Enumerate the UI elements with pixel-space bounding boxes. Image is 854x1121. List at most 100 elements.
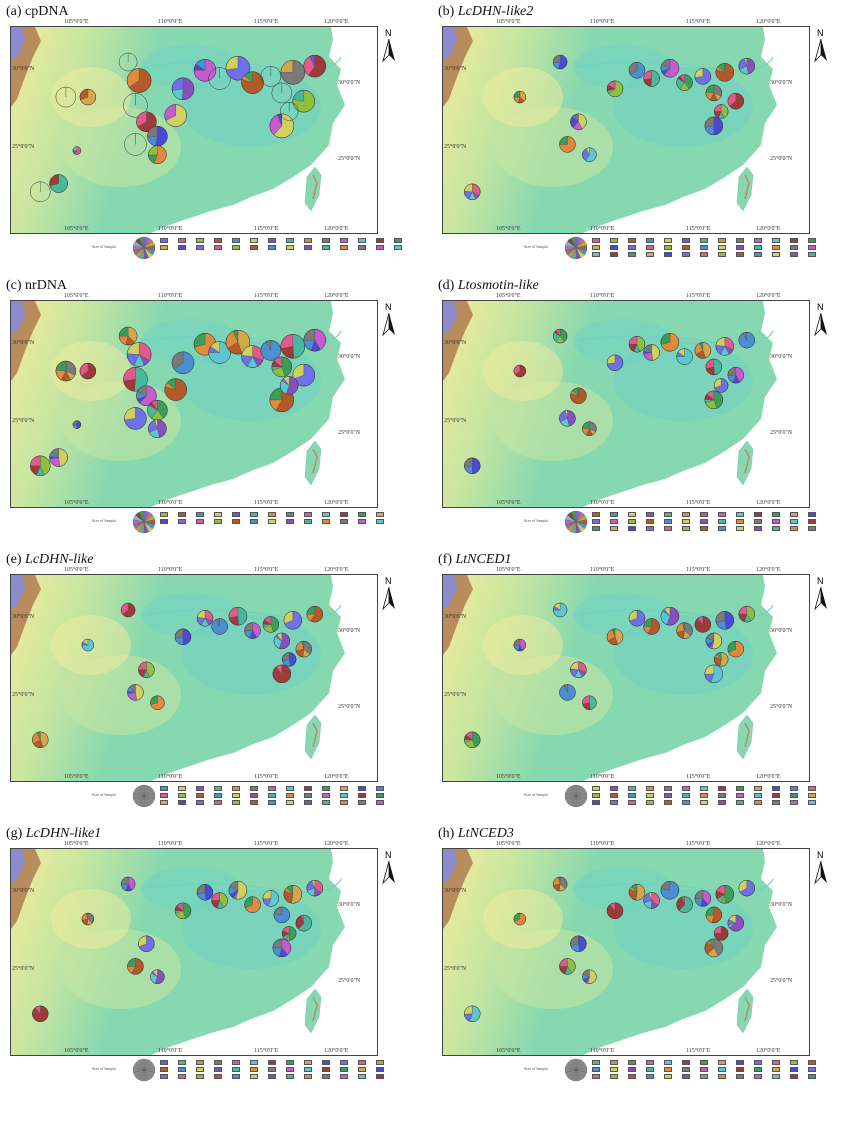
legend-swatch — [304, 238, 312, 243]
legend: Size of Sample — [524, 784, 834, 808]
tick-lon-110: 110°0'0"E — [158, 19, 183, 25]
north-arrow-icon — [382, 861, 395, 885]
north-label: N — [817, 850, 824, 860]
legend-swatch — [376, 793, 384, 798]
legend-swatch — [250, 793, 258, 798]
legend-swatch — [214, 512, 222, 517]
legend-swatch — [178, 1067, 186, 1072]
tick-lat-30-left: 30°0'0"N — [444, 888, 467, 894]
pie-outline — [136, 385, 157, 407]
legend-swatch — [232, 512, 240, 517]
legend-swatch — [358, 1067, 366, 1072]
pie-outline — [660, 332, 680, 352]
tick-lat-25-right: 25°0'0"N — [338, 430, 361, 436]
tick-lat-30-right: 30°0'0"N — [770, 354, 793, 360]
panel-name: LtNCED1 — [455, 552, 512, 567]
legend-swatch — [808, 1067, 816, 1072]
pie-outline — [513, 90, 527, 104]
pie-outline — [582, 695, 597, 710]
island — [304, 988, 322, 1034]
legend-swatch — [358, 793, 366, 798]
river — [572, 878, 774, 893]
north-label: N — [817, 302, 824, 312]
legend-swatch — [340, 512, 348, 517]
tick-lat-25-left: 25°0'0"N — [12, 144, 35, 150]
north-arrow-icon — [382, 313, 395, 337]
legend-swatch — [718, 1060, 726, 1065]
island — [304, 714, 322, 760]
legend-swatch — [718, 238, 726, 243]
legend: Size of Sample — [92, 236, 402, 260]
legend-swatch — [304, 245, 312, 250]
pie-outline — [30, 181, 51, 203]
pie-outline — [269, 113, 295, 139]
pie-outline — [138, 661, 155, 679]
legend-swatch — [718, 800, 726, 805]
legend-swatch — [808, 245, 816, 250]
legend-swatch — [592, 519, 600, 524]
tick-lon-115: 115°0'0"E — [686, 19, 711, 25]
legend-swatch — [232, 1060, 240, 1065]
tick-lon-105-bottom: 105°0'0"E — [64, 1048, 89, 1054]
legend-swatch — [646, 519, 654, 524]
north-label: N — [385, 302, 392, 312]
legend-swatch — [178, 1074, 186, 1079]
tick-lon-115-bottom: 115°0'0"E — [686, 226, 711, 232]
north-arrow: N — [382, 302, 396, 338]
pie-outline — [660, 880, 680, 900]
legend-swatch — [736, 1060, 744, 1065]
legend-swatch — [610, 1067, 618, 1072]
panel-title: (d) Ltosmotin-like — [438, 278, 539, 294]
legend-swatch — [376, 800, 384, 805]
legend-swatch — [376, 1060, 384, 1065]
tick-lat-25-left: 25°0'0"N — [444, 692, 467, 698]
pie-outline — [150, 695, 165, 710]
legend-swatch — [700, 786, 708, 791]
tick-lon-110: 110°0'0"E — [590, 19, 615, 25]
north-label: N — [385, 850, 392, 860]
legend-swatch — [628, 519, 636, 524]
legend-swatch — [736, 793, 744, 798]
tick-lon-110-bottom: 110°0'0"E — [158, 774, 183, 780]
legend-swatch — [790, 1074, 798, 1079]
pie-outline — [704, 938, 724, 958]
tick-lon-110: 110°0'0"E — [158, 841, 183, 847]
legend-swatch — [286, 512, 294, 517]
legend-swatch — [808, 1060, 816, 1065]
pie-outline — [676, 348, 693, 365]
legend-swatch — [610, 238, 618, 243]
tick-lon-120-bottom: 120°0'0"E — [756, 1048, 781, 1054]
legend-swatch — [376, 519, 384, 524]
legend-swatch — [790, 252, 798, 257]
pie-outline — [295, 914, 313, 932]
north-arrow: N — [382, 576, 396, 612]
pie-outline — [738, 57, 756, 75]
map-canvas — [443, 27, 809, 233]
peak-area — [11, 301, 25, 335]
legend-swatch — [682, 1067, 690, 1072]
legend-caption: Size of Sample — [92, 792, 117, 797]
legend-swatch — [268, 793, 276, 798]
map-panel-f: (f) LtNCED1 105°0'0"E 110°0'0"E 115°0'0"E 1… — [438, 552, 838, 808]
legend-swatch — [664, 519, 672, 524]
legend-swatch — [754, 245, 762, 250]
legend-swatch — [646, 793, 654, 798]
river — [572, 604, 774, 619]
legend-swatch — [664, 245, 672, 250]
pie-outline — [713, 378, 729, 393]
tick-lat-30-left: 30°0'0"N — [444, 614, 467, 620]
pie-outline — [606, 354, 624, 372]
map-frame — [10, 848, 378, 1056]
tick-lat-25-right: 25°0'0"N — [338, 156, 361, 162]
legend-swatch — [592, 245, 600, 250]
tick-lon-120: 120°0'0"E — [756, 19, 781, 25]
north-label: N — [817, 28, 824, 38]
tick-lat-25-right: 25°0'0"N — [338, 978, 361, 984]
legend-swatch — [790, 1060, 798, 1065]
map-frame — [442, 848, 810, 1056]
north-arrow: N — [382, 850, 396, 886]
legend-swatch — [214, 519, 222, 524]
legend-swatch — [286, 786, 294, 791]
legend-swatch — [340, 1067, 348, 1072]
legend-swatch — [250, 238, 258, 243]
